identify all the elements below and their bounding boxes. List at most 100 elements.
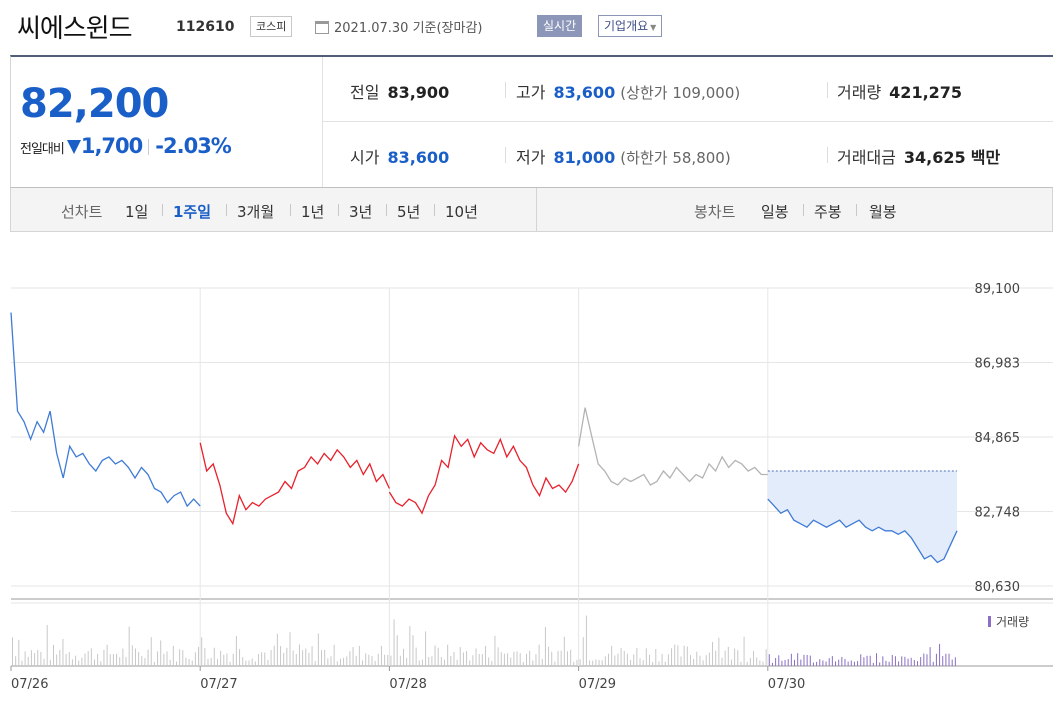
volume-bar: [485, 646, 486, 666]
line-chart-label: 선차트: [61, 203, 103, 221]
volume-bar: [648, 654, 650, 666]
volume-bar: [566, 651, 568, 666]
amount-value: 34,625: [903, 148, 966, 167]
volume-bar: [696, 651, 698, 666]
volume-bar: [560, 650, 562, 666]
low-price: 저가 81,000 (하한가 58,800): [516, 144, 731, 168]
period-1w[interactable]: 1주일: [173, 203, 212, 221]
volume-bar: [519, 653, 521, 666]
candle-weekly[interactable]: 주봉: [814, 203, 842, 221]
volume-bar: [497, 647, 499, 666]
volume-bar: [724, 650, 726, 666]
volume-bar: [513, 651, 515, 666]
volume-bar: [298, 644, 300, 666]
volume-bar: [273, 645, 275, 666]
volume-bar: [913, 660, 915, 666]
change-percent: -2.03%: [155, 134, 232, 158]
divider: [323, 121, 1053, 122]
candle-daily[interactable]: 일봉: [761, 203, 789, 221]
volume-bar: [869, 655, 871, 666]
volume-bar: [794, 659, 796, 666]
open-value: 83,600: [387, 148, 450, 167]
volume-bar: [49, 659, 51, 666]
volume-bar: [787, 659, 789, 666]
volume-bar: [403, 648, 405, 666]
volume-bar: [620, 647, 622, 666]
divider: [803, 204, 804, 216]
price-line-07-26: [10, 312, 201, 508]
volume-bar: [548, 646, 550, 666]
volume-bar: [134, 648, 136, 666]
volume-legend-swatch: [988, 616, 991, 627]
volume-bar: [718, 637, 720, 666]
divider: [162, 204, 163, 216]
volume-bar: [459, 647, 461, 666]
volume-bar: [891, 654, 893, 666]
volume-bar: [488, 657, 490, 666]
period-1y[interactable]: 1년: [301, 203, 325, 221]
volume-bar: [948, 653, 950, 666]
volume-bar: [18, 639, 20, 666]
volume-bar: [71, 659, 73, 666]
volume-bar: [280, 646, 282, 666]
prev-close: 전일 83,900: [350, 79, 449, 103]
volume-bar: [853, 661, 855, 666]
volume-bar: [324, 649, 326, 666]
period-10y[interactable]: 10년: [445, 203, 478, 221]
volume-bar: [450, 655, 452, 666]
current-price-box: 82,200 전일대비 1,700 -2.03%: [11, 57, 323, 187]
lower-limit: (하한가 58,800): [620, 149, 730, 167]
x-tick-label: 07/28: [389, 677, 426, 692]
y-tick-label: 89,100: [975, 282, 1021, 297]
volume-bar: [491, 661, 493, 666]
volume-bar: [589, 660, 591, 666]
volume-bar: [907, 658, 909, 666]
chart-grid: [10, 287, 1053, 671]
period-3y[interactable]: 3년: [349, 203, 373, 221]
period-5y[interactable]: 5년: [397, 203, 421, 221]
volume-bar: [664, 661, 666, 666]
realtime-button[interactable]: 실시간: [537, 15, 583, 37]
volume-bar: [809, 655, 811, 666]
volume-bar: [529, 650, 531, 666]
upper-limit-value: 109,000): [672, 84, 741, 102]
volume-bar: [800, 659, 802, 666]
volume-bar: [642, 660, 644, 666]
company-overview-dropdown[interactable]: 기업개요 ▼: [598, 15, 663, 37]
volume-bar: [658, 661, 660, 666]
volume-bar: [308, 652, 310, 666]
period-3m[interactable]: 3개월: [237, 203, 275, 221]
y-tick-label: 84,865: [975, 431, 1021, 446]
volume-bar: [216, 659, 218, 666]
stock-header: 씨에스윈드 112610 코스피 2021.07.30 기준(장마감) 실시간 …: [0, 0, 1053, 50]
volume-bar: [106, 644, 108, 666]
volume-bar: [346, 656, 348, 666]
lower-limit-value: 58,800): [672, 149, 731, 167]
volume-bar: [841, 656, 843, 666]
volume-bar: [894, 656, 896, 666]
low-label: 저가: [516, 148, 546, 167]
volume-bar: [434, 645, 436, 666]
upper-limit-label: (상한가: [620, 84, 668, 102]
volume-bar: [207, 658, 209, 666]
volume-bar: [768, 654, 770, 666]
volume-bar: [582, 637, 584, 666]
volume-bar: [557, 650, 559, 666]
volume-bar: [412, 635, 414, 666]
candle-monthly[interactable]: 월봉: [869, 203, 897, 221]
y-tick-label: 80,630: [975, 580, 1021, 595]
volume-bar: [910, 657, 912, 666]
period-1d[interactable]: 1일: [125, 203, 149, 221]
volume-bar: [819, 659, 821, 666]
volume-bar: [456, 659, 458, 666]
volume-bar: [652, 661, 654, 666]
open-price: 시가 83,600: [350, 144, 449, 168]
volume-bar: [52, 644, 54, 666]
volume-bar: [267, 659, 269, 666]
volume-bar: [636, 647, 638, 666]
high-value: 83,600: [553, 83, 616, 102]
volume-bar: [544, 626, 546, 666]
volume-bar: [671, 648, 673, 666]
volume-bar: [336, 661, 338, 666]
volume-bar: [59, 649, 61, 666]
